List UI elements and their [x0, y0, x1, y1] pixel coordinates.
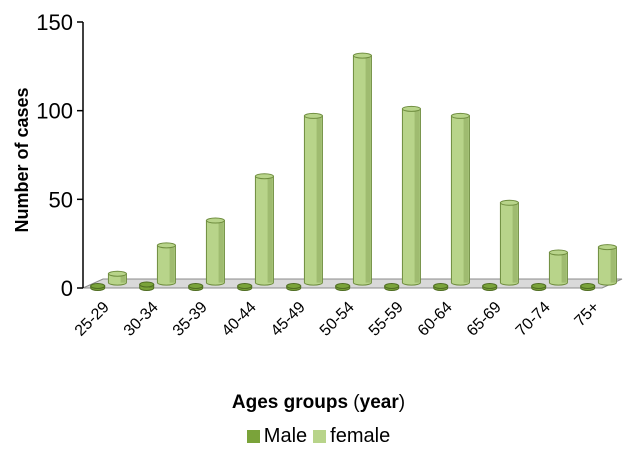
- x-tick-label: 55-59: [366, 299, 407, 340]
- y-axis-title: Number of cases: [12, 87, 32, 232]
- legend-item-female: female: [313, 425, 390, 448]
- bar-male: [188, 283, 204, 291]
- x-axis-title-main: Ages groups: [231, 392, 349, 413]
- bar-male: [580, 283, 596, 291]
- x-axis-title-paren-open: (: [348, 392, 360, 413]
- x-axis-title: Ages groups (year): [0, 392, 637, 414]
- bar-male: [286, 283, 302, 291]
- bar-male: [237, 283, 253, 291]
- x-tick-label: 50-54: [317, 299, 358, 340]
- legend-swatch-male: [246, 430, 260, 443]
- y-tick-label: 0: [61, 276, 73, 301]
- bar-female: [499, 199, 519, 286]
- y-tick-label: 50: [49, 187, 73, 212]
- bar-female: [303, 112, 323, 286]
- bar-female: [205, 217, 225, 286]
- x-tick-label: 75+: [572, 299, 603, 330]
- bar-female: [548, 249, 568, 286]
- x-tick-label: 60-64: [415, 299, 456, 340]
- y-tick-label: 150: [36, 10, 73, 35]
- x-tick-label: 65-69: [464, 299, 505, 340]
- x-axis-title-unit: year: [359, 392, 399, 413]
- x-tick-label: 30-34: [121, 299, 162, 340]
- bar-male: [90, 283, 106, 291]
- bar-female: [450, 112, 470, 286]
- bar-male: [433, 283, 449, 291]
- bar-male: [335, 283, 351, 291]
- legend-label-female: female: [330, 425, 391, 447]
- bar-female: [156, 242, 176, 286]
- legend-item-male: Male: [246, 425, 308, 448]
- x-tick-label: 35-39: [170, 299, 211, 340]
- bar-female: [352, 52, 372, 286]
- bar-male: [531, 283, 547, 291]
- bar-female: [254, 173, 274, 286]
- x-tick-label: 45-49: [268, 299, 309, 340]
- bar-female: [597, 244, 617, 286]
- legend-swatch-female: [313, 430, 327, 443]
- bar-female: [107, 270, 127, 286]
- bar-male: [139, 281, 155, 291]
- legend-label-male: Male: [263, 425, 308, 447]
- x-tick-label: 70-74: [513, 299, 554, 340]
- bar-female: [401, 105, 421, 286]
- legend: Male female: [0, 425, 637, 448]
- bar-male: [482, 283, 498, 291]
- x-axis-title-paren-close: ): [398, 392, 406, 413]
- bar-male: [384, 283, 400, 291]
- x-tick-label: 40-44: [219, 299, 260, 340]
- y-tick-label: 100: [36, 99, 73, 124]
- x-tick-label: 25-29: [72, 299, 113, 340]
